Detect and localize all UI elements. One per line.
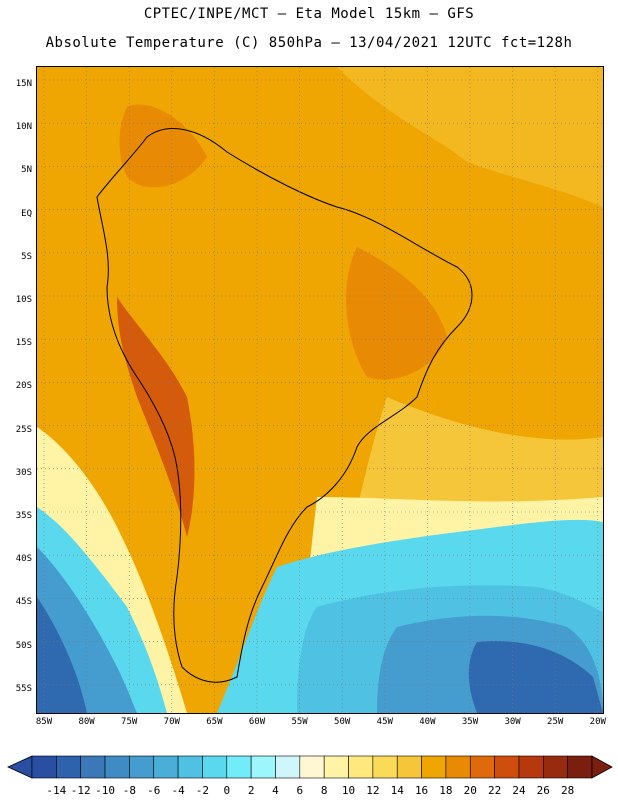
colorbar-label: 12 [366,784,380,797]
colorbar-label: 8 [320,784,328,797]
colorbar-swatch [153,755,179,779]
longitude-label: 45W [376,717,393,727]
latitude-label: 10N [15,122,32,133]
latitude-label: 50S [15,640,32,651]
colorbar-label: 26 [536,784,550,797]
latitude-label: 55S [15,683,32,694]
colorbar-label: 22 [487,784,502,797]
longitude-label: 75W [121,717,138,727]
colorbar-swatch [177,755,203,779]
longitude-label: 70W [163,717,180,727]
longitude-label: 35W [461,717,479,727]
field-andes-hot [117,297,195,537]
colorbar-swatch [202,755,228,779]
colorbar-swatch [129,755,155,779]
field-north-atlantic [337,67,603,207]
latitude-label: 30S [15,467,32,478]
longitude-label: 50W [334,717,351,727]
latitude-label: 20S [15,381,32,392]
latitude-label: 5N [21,165,32,176]
colorbar-swatch [445,755,471,779]
latitude-label: 10S [15,295,32,305]
colorbar-swatch [31,755,57,779]
colorbar-max-arrow [591,755,613,779]
colorbar-label: -4 [171,784,185,797]
latitude-label: 45S [15,597,32,608]
chart-title: CPTEC/INPE/MCT — Eta Model 15km — GFS [143,6,475,22]
colorbar-swatch [518,755,544,779]
colorbar-label: 18 [439,784,453,797]
colorbar-swatch [104,755,130,779]
latitude-label: 25S [15,424,32,435]
longitude-label: 25W [547,717,564,727]
longitude-label: 80W [78,717,95,727]
colorbar-swatch [348,755,374,779]
colorbar-swatch [567,755,593,779]
colorbar-label: 4 [272,784,279,797]
colorbar-swatch [299,755,325,779]
field-deep-cold [468,641,603,713]
latitude-label: 15N [15,79,32,89]
colorbar-min-arrow [7,755,33,779]
colorbar-swatch [80,755,106,779]
colorbar-label: -8 [122,784,137,797]
field-brazil-warm [346,247,447,380]
latitude-label: 35S [15,511,32,521]
colorbar-swatch [421,755,447,779]
longitude-label: 85W [35,717,53,727]
colorbar [7,755,613,779]
colorbar-label: -14 [46,784,67,797]
colorbar-label: 0 [223,784,231,797]
colorbar-swatch [323,755,349,779]
latitude-label: 15S [15,338,32,349]
colorbar-label: -2 [195,784,210,797]
latitude-label: 5S [21,251,32,262]
colorbar-swatch [250,755,276,779]
colorbar-swatch [469,755,495,779]
longitude-label: 60W [248,717,266,727]
longitude-label: 65W [206,717,223,727]
map-canvas [37,67,603,713]
colorbar-label: 10 [341,784,356,797]
colorbar-label: 16 [414,784,429,797]
field-pacific-deep [37,597,87,713]
latitude-label: EQ [21,208,32,219]
latitude-label: 40S [15,554,32,565]
continent-outline [96,128,473,683]
colorbar-label: 6 [296,784,304,797]
colorbar-swatch [372,755,398,779]
colorbar-swatch [543,755,568,779]
colorbar-swatch [494,755,520,779]
colorbar-label: -12 [70,784,91,797]
longitude-label: 20W [589,717,606,727]
colorbar-label: 24 [512,784,526,797]
chart-subtitle: Absolute Temperature (C) 850hPa — 13/04/… [45,35,573,51]
colorbar-label: -6 [147,784,161,797]
colorbar-swatch [56,755,81,779]
colorbar-swatch [275,755,301,779]
temperature-map [36,66,604,714]
longitude-label: 30W [504,717,521,727]
colorbar-label: 2 [247,784,255,797]
colorbar-label: 28 [561,784,575,797]
colorbar-label: 20 [463,784,477,797]
colorbar-swatch [396,755,422,779]
longitude-label: 55W [291,717,308,727]
colorbar-swatch [226,755,252,779]
longitude-label: 40W [419,717,436,727]
colorbar-label: -10 [95,784,115,797]
colorbar-label: 14 [390,784,404,797]
